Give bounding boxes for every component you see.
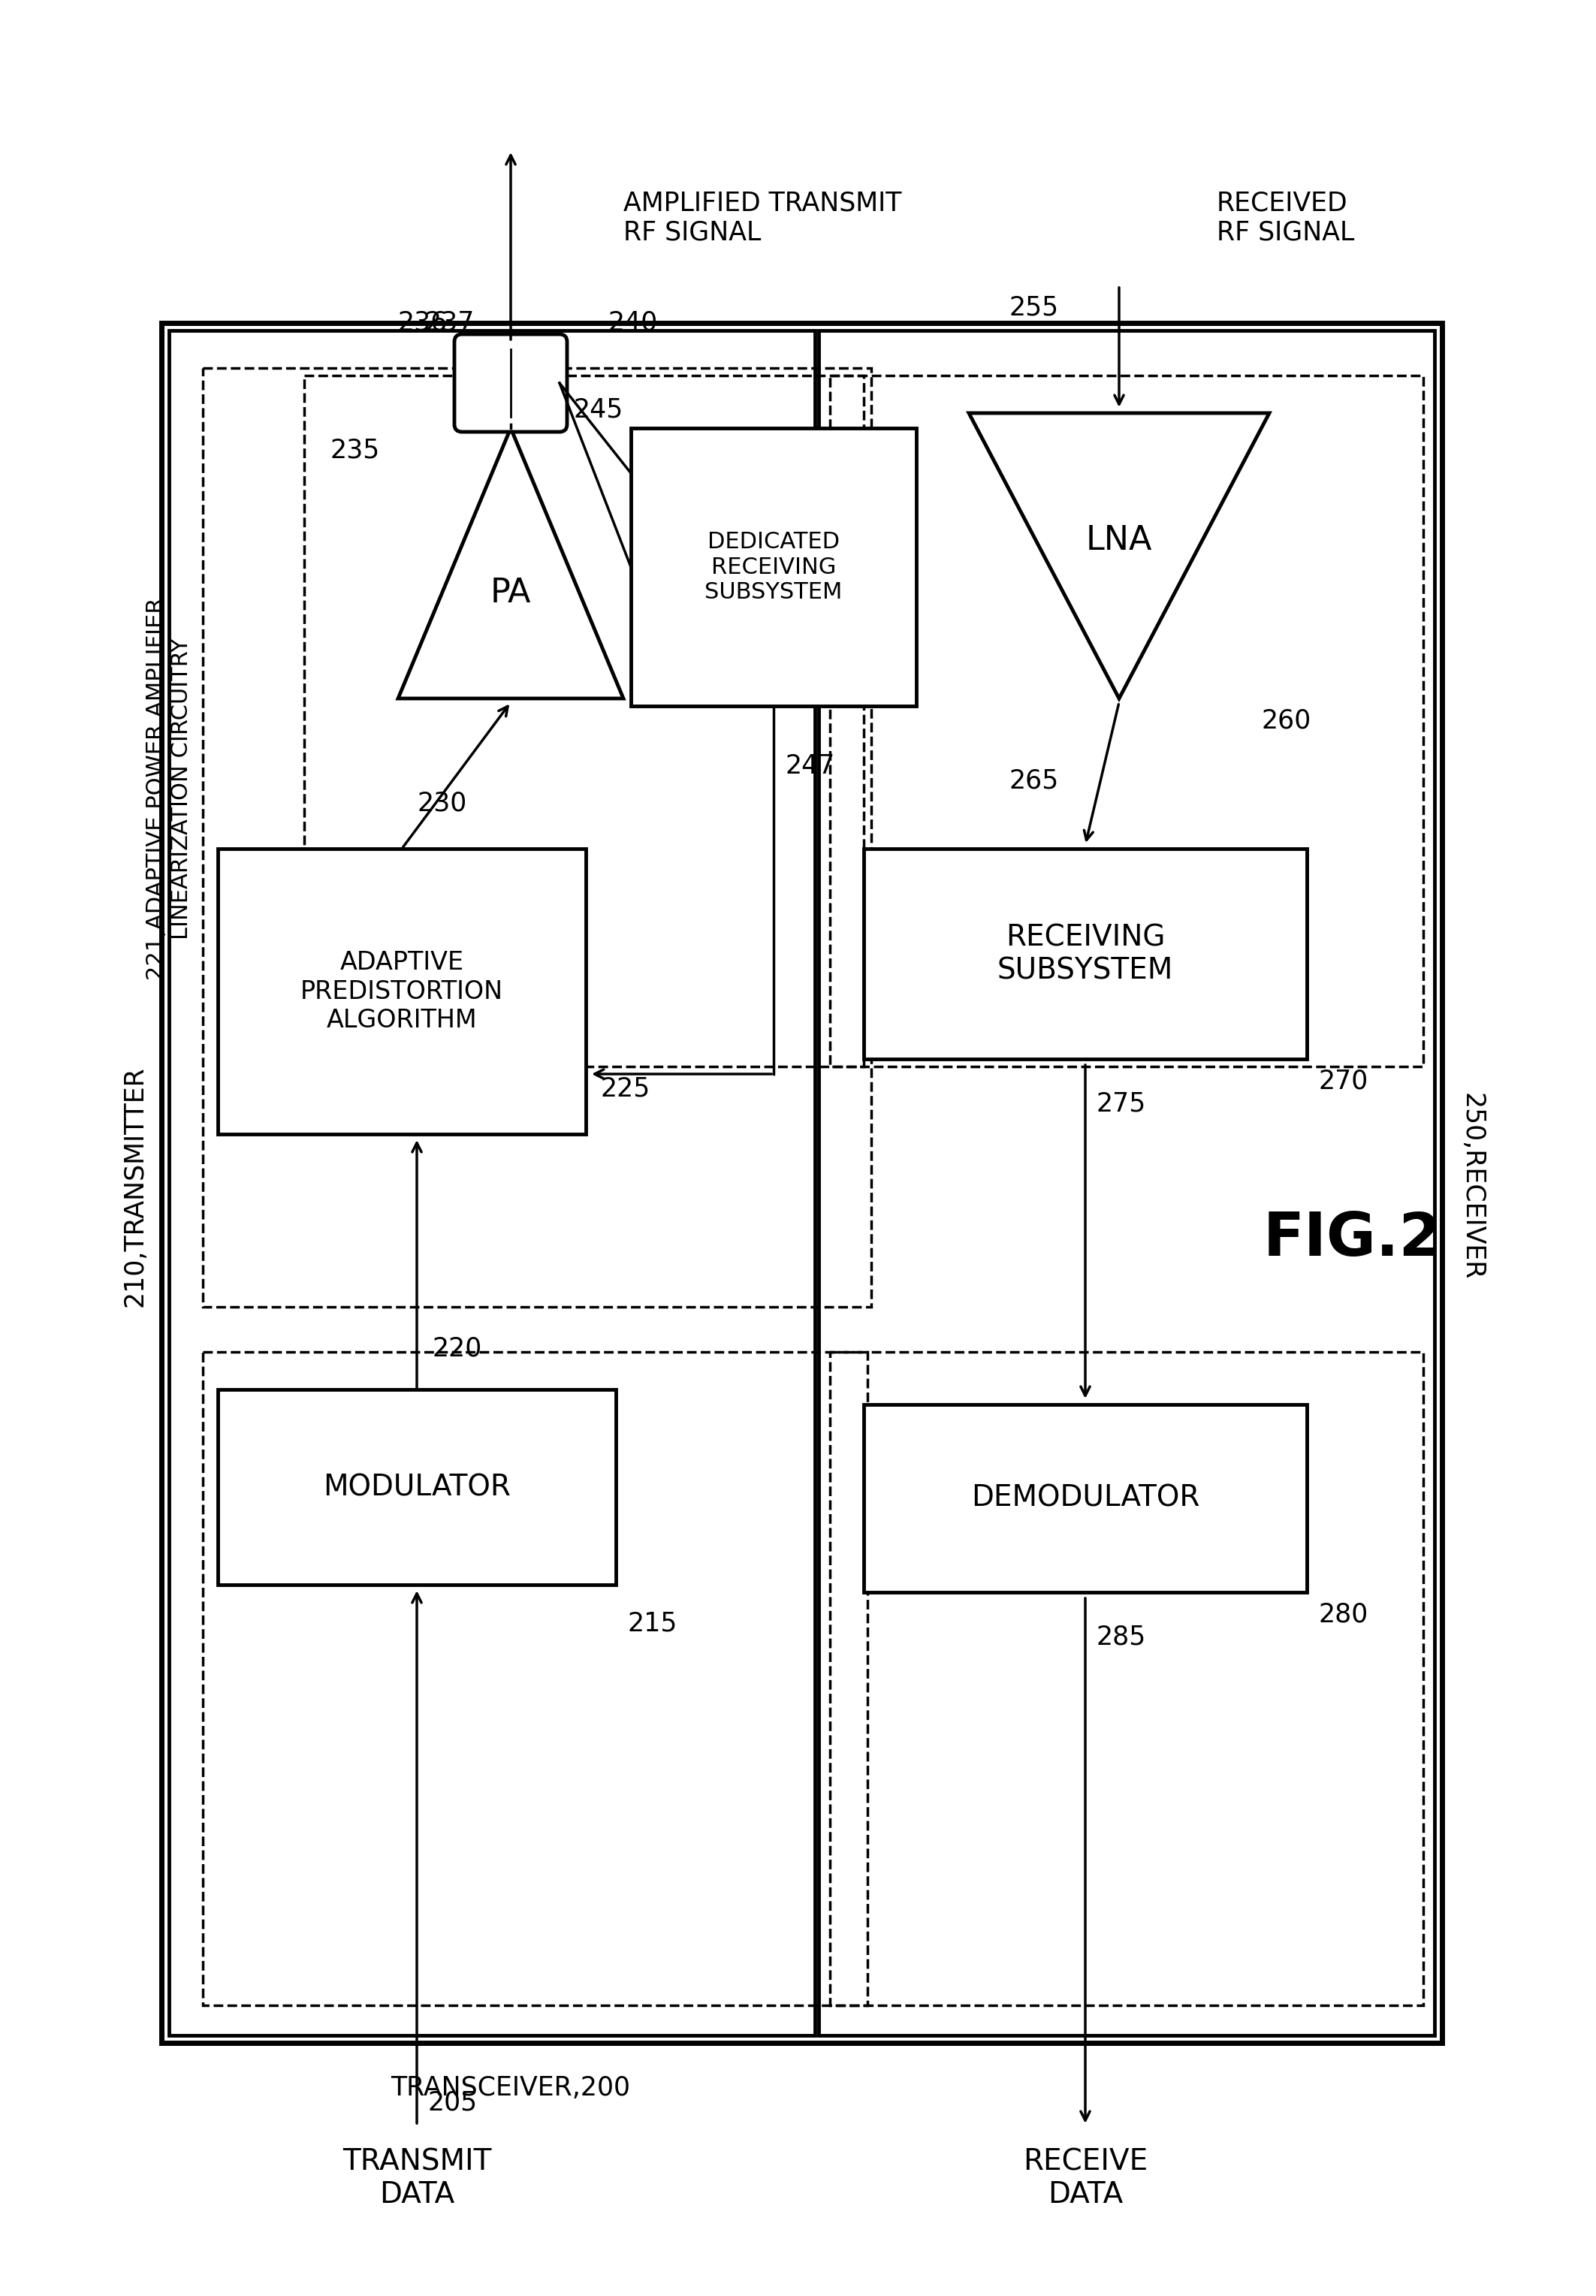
Text: 250,RECEIVER: 250,RECEIVER: [1459, 1093, 1484, 1281]
Text: TRANSMIT
DATA: TRANSMIT DATA: [342, 2147, 492, 2209]
Text: 210,TRANSMITTER: 210,TRANSMITTER: [123, 1065, 148, 1306]
Text: 265: 265: [1009, 769, 1060, 794]
Text: 205: 205: [428, 2089, 477, 2115]
Bar: [863, 850, 1307, 1058]
Bar: [305, 377, 863, 1068]
Text: 280: 280: [1318, 1603, 1368, 1628]
Bar: [819, 331, 1435, 2034]
Text: 240: 240: [608, 310, 658, 335]
Bar: [830, 1352, 1424, 2004]
Text: ADAPTIVE
PREDISTORTION
ALGORITHM: ADAPTIVE PREDISTORTION ALGORITHM: [300, 951, 503, 1033]
Text: 247: 247: [785, 753, 835, 778]
Bar: [203, 1352, 868, 2004]
Bar: [217, 850, 586, 1134]
Bar: [830, 377, 1424, 1068]
Text: RECEIVED
RF SIGNAL: RECEIVED RF SIGNAL: [1216, 191, 1355, 246]
Text: MODULATOR: MODULATOR: [322, 1472, 511, 1502]
Text: AMPLIFIED TRANSMIT
RF SIGNAL: AMPLIFIED TRANSMIT RF SIGNAL: [624, 191, 902, 246]
Text: 245: 245: [573, 397, 624, 422]
Bar: [169, 331, 816, 2034]
Text: 220: 220: [433, 1336, 482, 1362]
Text: 270: 270: [1318, 1068, 1368, 1095]
Text: 275: 275: [1096, 1091, 1146, 1116]
Text: 221,ADAPTIVE POWER AMPLIFIER
LINEARIZATION CIRCUITRY: 221,ADAPTIVE POWER AMPLIFIER LINEARIZATI…: [145, 597, 193, 980]
Text: 260: 260: [1262, 707, 1312, 735]
Bar: [630, 427, 916, 705]
FancyBboxPatch shape: [455, 335, 567, 432]
Text: 237: 237: [425, 310, 474, 335]
Text: LNA: LNA: [1085, 523, 1152, 558]
Bar: [161, 324, 1443, 2043]
Text: 255: 255: [1009, 296, 1060, 321]
Bar: [863, 1405, 1307, 1591]
Text: RECEIVE
DATA: RECEIVE DATA: [1023, 2147, 1148, 2209]
Text: 215: 215: [627, 1612, 677, 1637]
Text: 230: 230: [417, 790, 466, 817]
Text: FIG.2: FIG.2: [1262, 1210, 1441, 1270]
Text: RECEIVING
SUBSYSTEM: RECEIVING SUBSYSTEM: [998, 923, 1173, 985]
Text: DEMODULATOR: DEMODULATOR: [970, 1483, 1200, 1513]
Text: TRANSCEIVER,200: TRANSCEIVER,200: [391, 2076, 630, 2101]
Text: 235: 235: [330, 439, 380, 464]
Text: 285: 285: [1096, 1626, 1146, 1651]
Text: PA: PA: [490, 576, 531, 608]
Text: 225: 225: [600, 1077, 651, 1102]
Text: DEDICATED
RECEIVING
SUBSYSTEM: DEDICATED RECEIVING SUBSYSTEM: [705, 530, 843, 604]
Text: 236: 236: [397, 310, 448, 335]
Bar: [217, 1389, 616, 1584]
Bar: [203, 367, 871, 1306]
